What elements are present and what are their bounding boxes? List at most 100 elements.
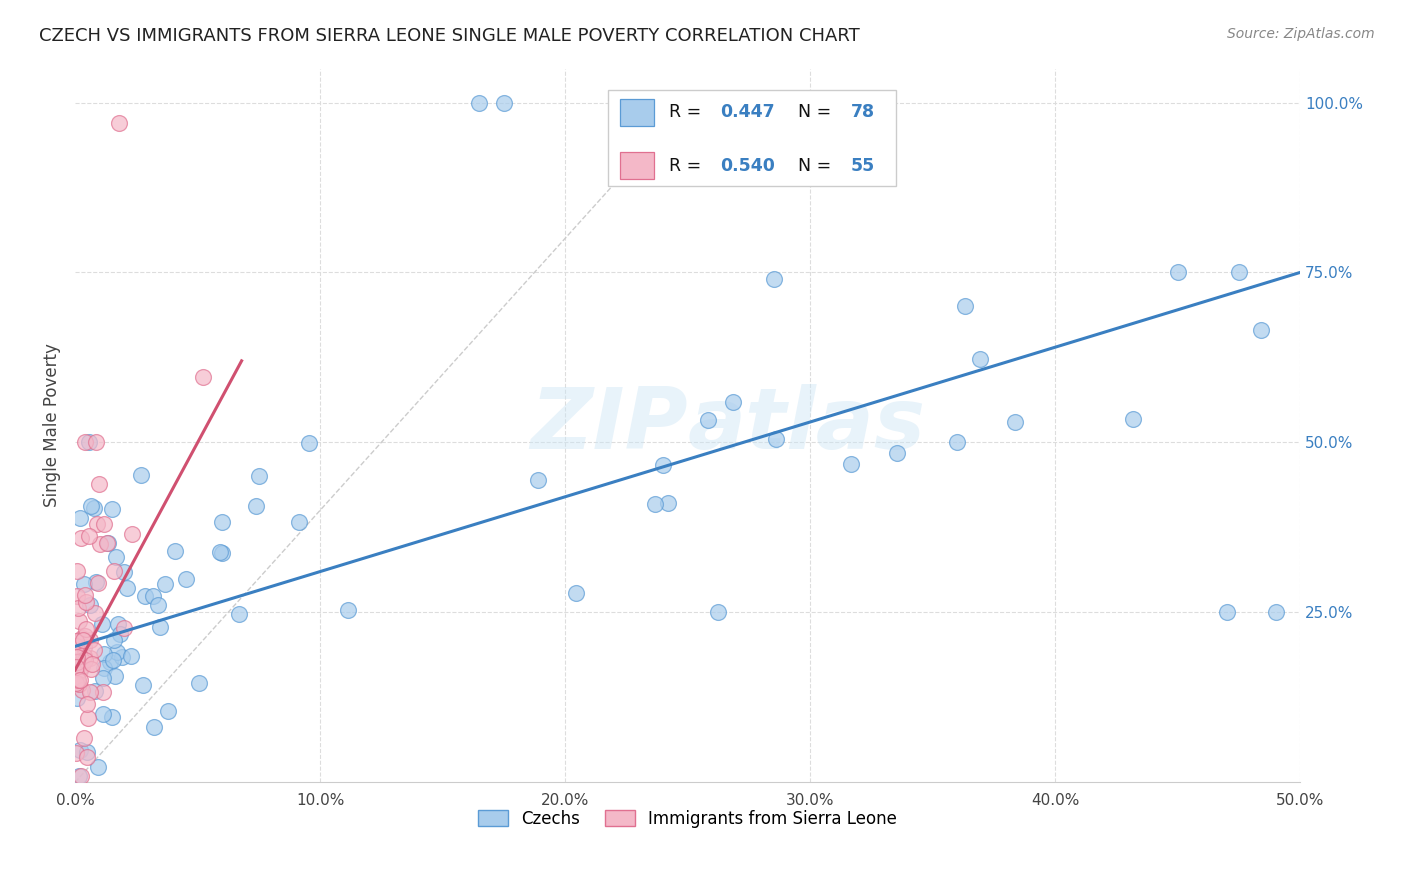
Bar	[620, 152, 654, 179]
Point	[76, 698, 98, 712]
Point	[66, 655, 89, 669]
Point	[153, 577, 176, 591]
Point	[75, 653, 97, 667]
Point	[652, 458, 675, 472]
Point	[765, 432, 787, 446]
Point	[67, 673, 90, 687]
Text: atlas: atlas	[688, 384, 925, 467]
Point	[657, 496, 679, 510]
Point	[69, 768, 91, 782]
Point	[66, 690, 89, 705]
Point	[149, 620, 172, 634]
Point	[839, 457, 862, 471]
Point	[134, 589, 156, 603]
Point	[644, 497, 666, 511]
Text: Source: ZipAtlas.com: Source: ZipAtlas.com	[1227, 27, 1375, 41]
Point	[104, 669, 127, 683]
Text: R =: R =	[669, 103, 707, 121]
Point	[129, 467, 152, 482]
Point	[1229, 265, 1251, 279]
Point	[111, 649, 134, 664]
Point	[70, 531, 93, 545]
Text: 0.447: 0.447	[721, 103, 775, 121]
Point	[90, 617, 112, 632]
Point	[112, 621, 135, 635]
Point	[946, 435, 969, 450]
Point	[73, 629, 96, 643]
Point	[107, 645, 129, 659]
Point	[69, 663, 91, 677]
Point	[87, 477, 110, 491]
Point	[70, 631, 93, 645]
Point	[72, 731, 94, 746]
Point	[527, 473, 550, 487]
Point	[73, 577, 96, 591]
Point	[79, 684, 101, 698]
Point	[80, 500, 103, 514]
Point	[69, 743, 91, 757]
Point	[65, 660, 87, 674]
Point	[101, 502, 124, 516]
Point	[79, 632, 101, 647]
Point	[112, 566, 135, 580]
Point	[191, 370, 214, 384]
Y-axis label: Single Male Poverty: Single Male Poverty	[44, 343, 60, 508]
Point	[115, 581, 138, 595]
Point	[65, 634, 87, 648]
Point	[87, 760, 110, 774]
Point	[211, 546, 233, 560]
Point	[110, 626, 132, 640]
Point	[288, 515, 311, 529]
Point	[101, 710, 124, 724]
Point	[65, 639, 87, 653]
Point	[65, 746, 87, 760]
Point	[76, 750, 98, 764]
Point	[1264, 606, 1286, 620]
Point	[65, 676, 87, 690]
Point	[565, 585, 588, 599]
Point	[176, 572, 198, 586]
Legend: Czechs, Immigrants from Sierra Leone: Czechs, Immigrants from Sierra Leone	[471, 804, 904, 835]
Point	[146, 598, 169, 612]
Point	[67, 677, 90, 691]
Point	[697, 413, 720, 427]
Point	[211, 516, 233, 530]
Point	[163, 544, 186, 558]
Text: 78: 78	[851, 103, 875, 121]
Point	[98, 655, 121, 669]
Point	[76, 745, 98, 759]
Point	[209, 545, 232, 559]
Point	[1004, 415, 1026, 429]
Point	[1166, 265, 1188, 279]
Point	[66, 590, 89, 604]
Point	[86, 516, 108, 531]
Point	[65, 650, 87, 665]
Point	[886, 446, 908, 460]
Point	[69, 673, 91, 688]
Point	[188, 676, 211, 690]
Point	[156, 704, 179, 718]
Point	[108, 116, 131, 130]
Point	[73, 640, 96, 654]
Point	[93, 648, 115, 662]
Point	[66, 564, 89, 578]
Point	[83, 500, 105, 515]
Point	[707, 605, 730, 619]
Point	[73, 649, 96, 664]
Point	[245, 499, 267, 513]
Point	[1122, 411, 1144, 425]
Text: R =: R =	[669, 157, 707, 175]
Point	[67, 768, 90, 782]
Point	[67, 614, 90, 628]
Point	[69, 511, 91, 525]
Point	[87, 575, 110, 590]
Point	[1250, 323, 1272, 337]
Point	[80, 657, 103, 671]
Point	[337, 603, 360, 617]
Point	[120, 648, 142, 663]
Point	[103, 632, 125, 647]
Point	[75, 595, 97, 609]
Text: ZIP: ZIP	[530, 384, 688, 467]
Text: CZECH VS IMMIGRANTS FROM SIERRA LEONE SINGLE MALE POVERTY CORRELATION CHART: CZECH VS IMMIGRANTS FROM SIERRA LEONE SI…	[39, 27, 860, 45]
Point	[91, 685, 114, 699]
